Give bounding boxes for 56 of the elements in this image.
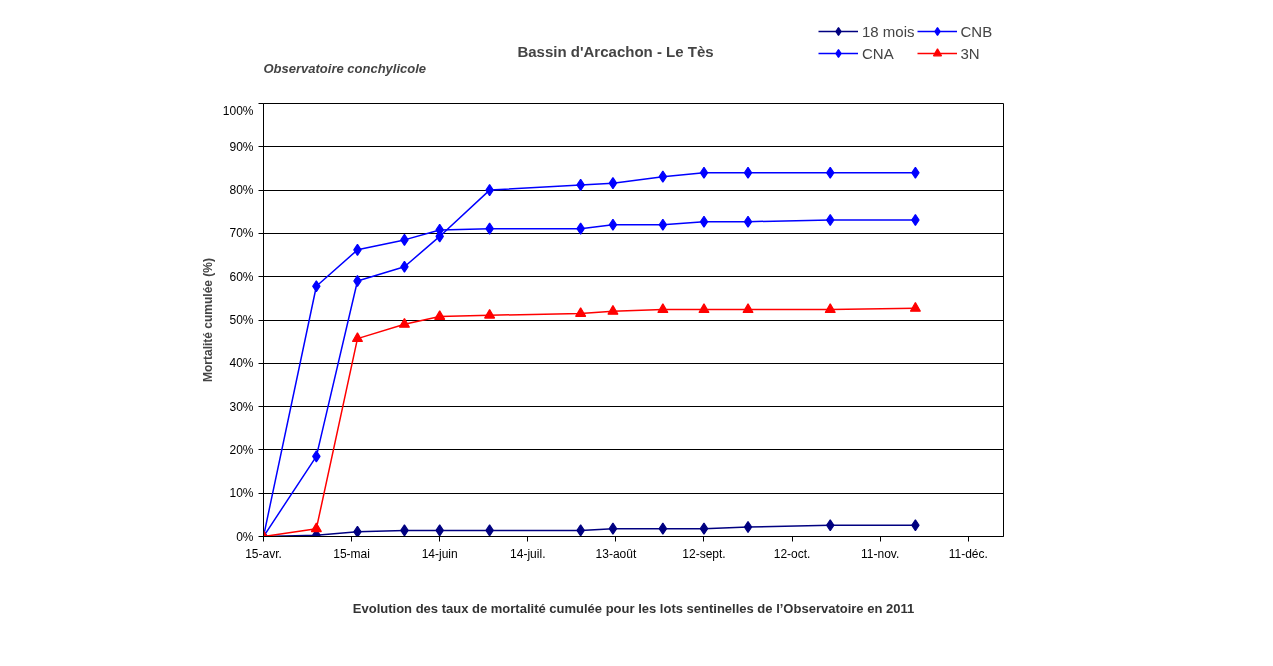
- y-tick-label: 20%: [229, 442, 254, 457]
- y-tick-label: 70%: [229, 226, 254, 241]
- x-tick-label: 13-août: [595, 546, 637, 561]
- point: [743, 520, 753, 534]
- legend-label: CNB: [960, 22, 993, 40]
- y-tick-label: 30%: [229, 399, 254, 414]
- y-tick-label: 90%: [229, 139, 254, 154]
- point: [658, 218, 668, 231]
- x-tick-label: 14-juin: [421, 546, 458, 561]
- point: [657, 303, 669, 314]
- point: [909, 301, 921, 312]
- y-tick-label: 10%: [229, 486, 254, 501]
- y-tick-label: 40%: [229, 356, 254, 371]
- point: [825, 213, 835, 227]
- x-tick-label: 15-avr.: [245, 546, 282, 561]
- point: [575, 307, 587, 317]
- point: [698, 303, 710, 314]
- point: [743, 215, 753, 228]
- point: [699, 166, 709, 179]
- y-tick-label: 0%: [236, 529, 254, 544]
- point: [608, 522, 618, 535]
- point: [825, 519, 835, 532]
- chart-title: Bassin d'Arcachon - Le Tès: [517, 42, 714, 60]
- point: [743, 166, 753, 179]
- point: [608, 218, 618, 231]
- point: [608, 177, 618, 190]
- x-tick-label: 14-juil.: [510, 546, 546, 561]
- x-tick-label: 11-déc.: [948, 546, 988, 561]
- legend-label: 18 mois: [862, 22, 915, 40]
- point: [825, 166, 835, 179]
- x-tick-label: 12-sept.: [682, 546, 726, 561]
- y-tick-label: 100%: [222, 103, 254, 118]
- y-axis-title: Mortalité cumulée (%): [200, 257, 215, 383]
- point: [824, 303, 836, 314]
- point: [353, 525, 362, 537]
- point: [658, 522, 668, 535]
- point: [607, 304, 619, 315]
- point: [699, 215, 709, 228]
- legend-label: CNA: [862, 44, 894, 62]
- text: Observatoire conchylicole: [263, 60, 427, 76]
- y-tick-label: 80%: [229, 183, 254, 198]
- point: [484, 308, 496, 319]
- point: [310, 522, 322, 533]
- legend-label: 3N: [960, 44, 981, 62]
- text: Evolution des taux de mortalité cumulée pour les lots sentinelles de l’Observatoire en 2011: [352, 600, 915, 616]
- y-tick-label: 50%: [229, 313, 254, 327]
- x-tick-label: 12-oct.: [773, 546, 811, 561]
- point: [351, 332, 364, 343]
- point: [434, 310, 446, 321]
- point: [699, 522, 709, 535]
- point: [398, 317, 411, 328]
- point: [742, 303, 754, 314]
- y-tick-label: 60%: [229, 269, 254, 284]
- point: [658, 170, 668, 183]
- x-tick-label: 15-mai: [333, 546, 370, 561]
- x-tick-label: 11-nov.: [861, 546, 900, 561]
